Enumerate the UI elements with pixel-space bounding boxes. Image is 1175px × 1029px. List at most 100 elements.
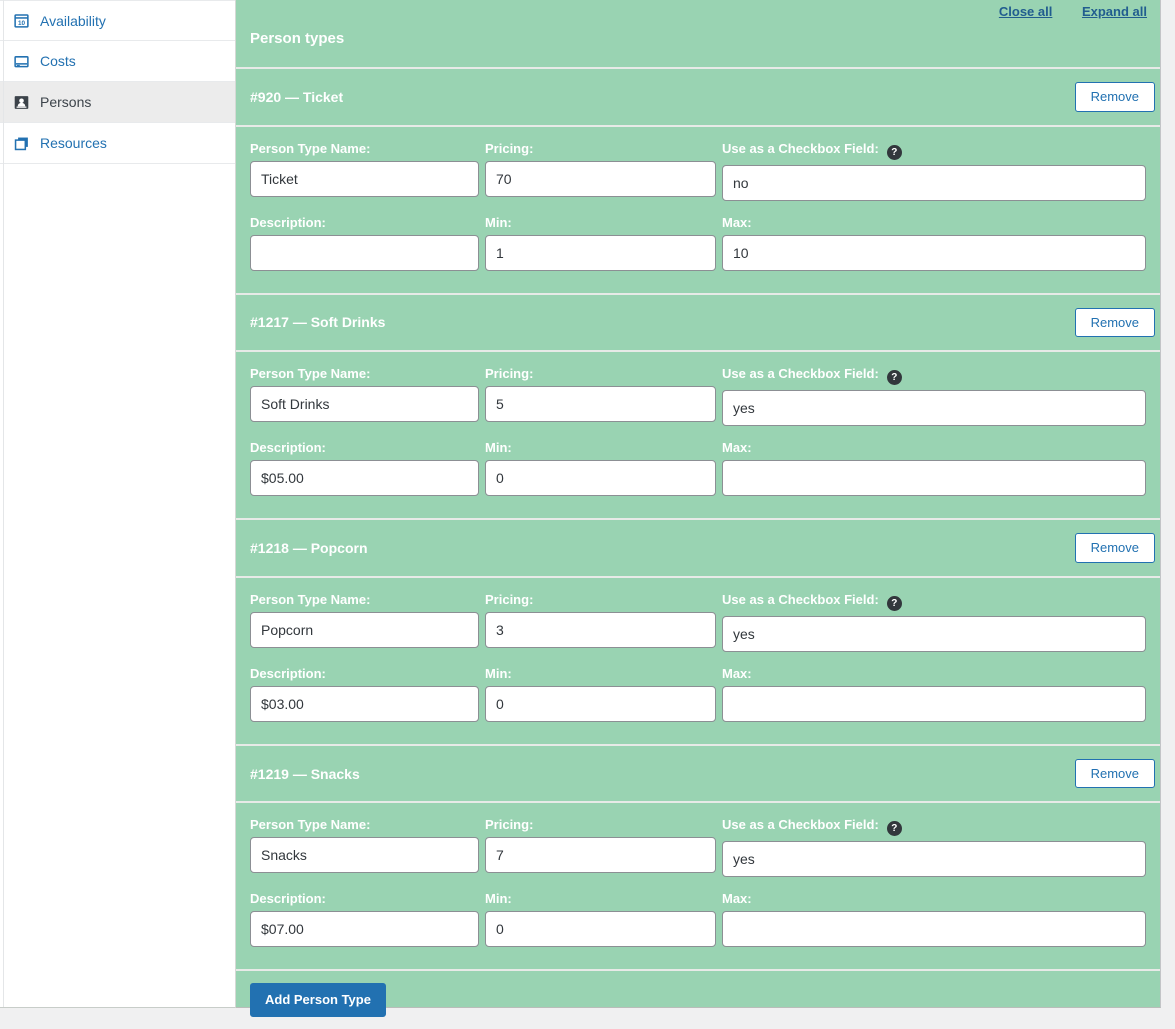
checkbox-field-label: Use as a Checkbox Field:? [722,592,1146,611]
divider [236,124,1160,127]
sidebar-item-resources[interactable]: Resources [0,123,235,164]
remove-button[interactable]: Remove [1074,758,1155,789]
panel-header: Close all Expand all Person types [236,0,1160,47]
person-type-title: #920 — Ticket [250,88,344,105]
person-type-title: #1218 — Popcorn [250,539,368,556]
description-input[interactable] [250,685,479,722]
pricing-label: Pricing: [485,366,534,382]
remove-button[interactable]: Remove [1074,82,1155,112]
checkbox-field-input[interactable] [722,615,1146,652]
sidebar-item-costs[interactable]: Costs [0,41,235,82]
person-type-card-header[interactable]: #920 — Ticket Remove [236,69,1160,125]
checkbox-field-input[interactable] [722,164,1146,201]
person-type-fields: Person Type Name: Pricing: Use as a Chec… [236,803,1160,969]
divider [236,67,1160,69]
checkbox-field-label: Use as a Checkbox Field:? [722,141,1146,160]
person-type-name-label: Person Type Name: [250,591,371,607]
person-type-name-label: Person Type Name: [250,140,371,156]
remove-button[interactable]: Remove [1074,533,1155,563]
person-badge-icon [14,95,29,109]
person-type-name-input[interactable] [250,386,479,423]
person-type-title: #1219 — Snacks [250,765,360,782]
person-type-card-header[interactable]: #1217 — Soft Drinks Remove [236,295,1160,351]
pricing-label: Pricing: [485,591,534,607]
divider [236,518,1160,521]
description-label: Description: [250,440,326,456]
sidebar-item-persons[interactable]: Persons [0,82,235,123]
description-label: Description: [250,665,326,681]
svg-text:10: 10 [18,20,26,27]
sidebar-item-label: Persons [40,94,92,110]
calendar-icon: 10 [14,14,29,28]
person-type-name-label: Person Type Name: [250,366,371,382]
pricing-input[interactable] [485,611,716,648]
person-type-title: #1217 — Soft Drinks [250,314,386,331]
max-input[interactable] [722,234,1146,271]
checkbox-field-label: Use as a Checkbox Field:? [722,366,1146,386]
panel-header-links: Close all Expand all [250,4,1147,24]
help-icon[interactable]: ? [886,821,902,837]
min-input[interactable] [485,685,716,722]
min-label: Min: [485,665,512,681]
divider [236,969,1160,972]
sidebar-item-label: Costs [40,53,76,69]
min-input[interactable] [485,911,716,948]
max-label: Max: [722,891,752,907]
sidebar-item-availability[interactable]: 10 Availability [0,0,235,41]
description-input[interactable] [250,234,479,271]
min-input[interactable] [485,234,716,271]
sidebar-item-label: Resources [40,135,107,151]
costs-card-icon [14,55,29,67]
person-type-fields: Person Type Name: Pricing: Use as a Chec… [236,352,1160,518]
settings-sidebar: 10 Availability Costs Persons Resources [0,0,236,1008]
person-type-card-header[interactable]: #1218 — Popcorn Remove [236,520,1160,576]
help-icon[interactable]: ? [886,595,902,611]
pricing-label: Pricing: [485,817,534,833]
divider [236,743,1160,746]
max-input[interactable] [722,460,1146,497]
person-type-card-header[interactable]: #1219 — Snacks Remove [236,746,1160,802]
min-label: Min: [485,891,512,907]
max-label: Max: [722,214,752,230]
person-type-fields: Person Type Name: Pricing: Use as a Chec… [236,578,1160,744]
checkbox-field-label: Use as a Checkbox Field:? [722,817,1146,837]
person-type-card: #1218 — Popcorn Remove Person Type Name:… [236,520,1160,746]
divider [236,292,1160,295]
max-label: Max: [722,440,752,456]
help-icon[interactable]: ? [886,370,902,386]
description-input[interactable] [250,460,479,497]
pricing-input[interactable] [485,160,716,197]
divider [236,801,1160,804]
description-label: Description: [250,891,326,907]
checkbox-field-input[interactable] [722,390,1146,427]
help-icon[interactable]: ? [886,144,902,160]
description-label: Description: [250,214,326,230]
description-input[interactable] [250,911,479,948]
pages-icon [14,137,28,150]
add-person-type-button[interactable]: Add Person Type [250,983,386,1017]
checkbox-field-input[interactable] [722,841,1146,878]
min-input[interactable] [485,460,716,497]
pricing-input[interactable] [485,837,716,874]
panel-footer: Add Person Type [236,971,1160,1029]
sidebar-item-label: Availability [40,12,106,29]
pricing-input[interactable] [485,386,716,423]
divider [236,575,1160,578]
pricing-label: Pricing: [485,140,534,156]
person-type-name-input[interactable] [250,160,479,197]
max-input[interactable] [722,685,1146,722]
person-type-name-input[interactable] [250,611,479,648]
max-label: Max: [722,665,752,681]
divider [236,350,1160,353]
min-label: Min: [485,214,512,230]
person-type-card: #1219 — Snacks Remove Person Type Name: … [236,746,1160,972]
person-types-panel: Close all Expand all Person types #920 —… [236,0,1161,1017]
close-all-link[interactable]: Close all [998,4,1053,19]
max-input[interactable] [722,911,1146,948]
expand-all-link[interactable]: Expand all [1081,4,1147,19]
person-type-name-input[interactable] [250,837,479,874]
person-type-card: #920 — Ticket Remove Person Type Name: P… [236,69,1160,295]
person-type-fields: Person Type Name: Pricing: Use as a Chec… [236,127,1160,293]
person-type-card: #1217 — Soft Drinks Remove Person Type N… [236,295,1160,521]
remove-button[interactable]: Remove [1074,307,1155,338]
